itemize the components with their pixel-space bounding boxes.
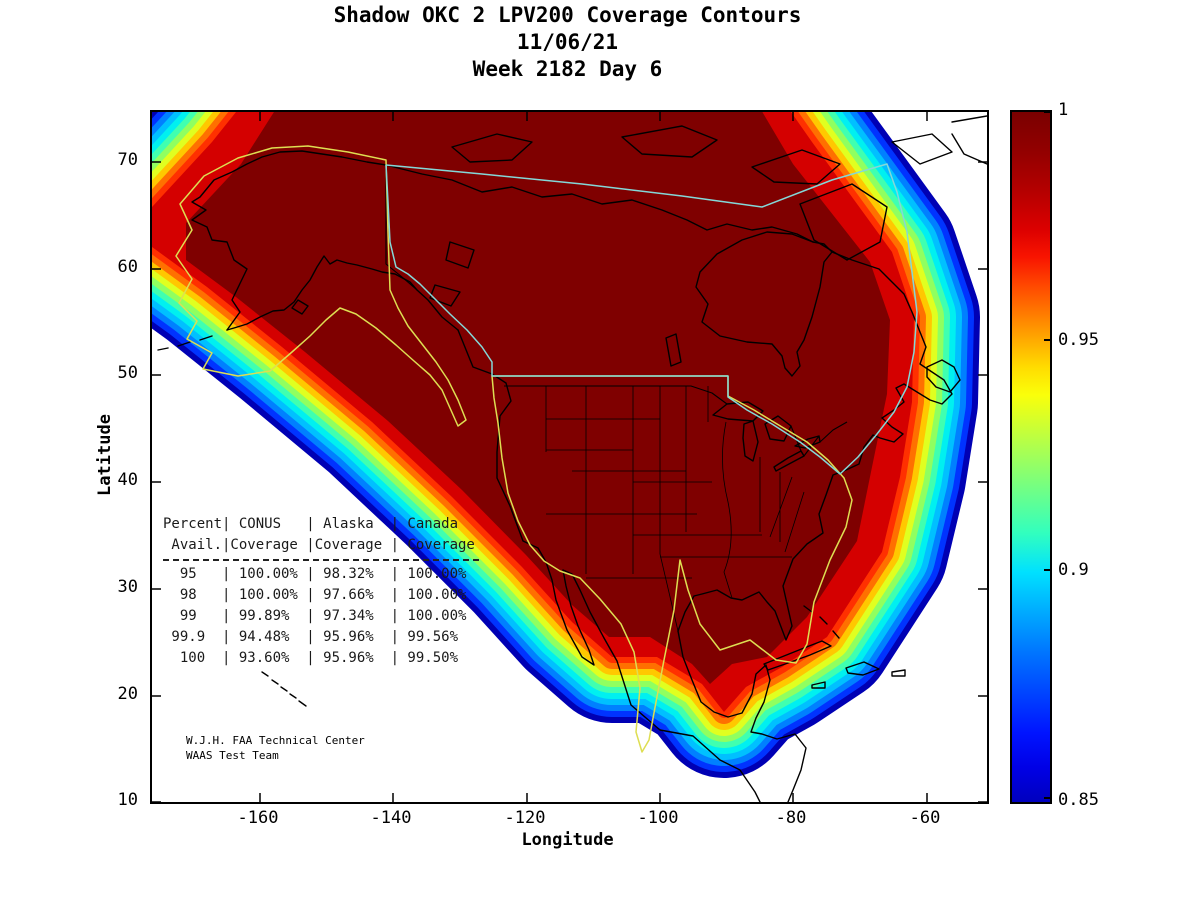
coverage-table: Percent| CONUS | Alaska | Canada Avail.|… bbox=[163, 514, 479, 669]
contour-maroon-core bbox=[186, 112, 890, 684]
coverage-table-rows: 95 | 100.00% | 98.32% | 100.00% 98 | 100… bbox=[171, 566, 467, 666]
us-canada-border-line bbox=[504, 385, 848, 457]
pacific-coastline bbox=[457, 329, 761, 802]
coastline-outlines bbox=[157, 115, 987, 802]
hawaii-islands bbox=[261, 671, 307, 707]
lake-michigan-outline bbox=[742, 420, 759, 462]
credit-text: W.J.H. FAA Technical Center WAAS Test Te… bbox=[186, 734, 365, 762]
hudson-bay-outline bbox=[695, 231, 833, 377]
arctic-islands-outline bbox=[451, 115, 987, 261]
y-tick-label-30: 30 bbox=[117, 577, 138, 597]
x-tick-label--120: -120 bbox=[504, 808, 546, 828]
puerto-rico-outline bbox=[891, 669, 906, 677]
colorbar-tick-label-0.95: 0.95 bbox=[1058, 330, 1099, 350]
coverage-table-separator bbox=[163, 559, 479, 561]
map-plot bbox=[150, 110, 989, 804]
conus-alaska-service-boundary bbox=[175, 145, 853, 753]
alaska-west-coastline bbox=[191, 150, 387, 331]
credit-block: W.J.H. FAA Technical Center WAAS Test Te… bbox=[186, 733, 365, 763]
figure-date: 11/06/21 bbox=[516, 30, 619, 54]
colorbar-tick-label-0.9: 0.9 bbox=[1058, 560, 1089, 580]
x-tick-label--80: -80 bbox=[775, 808, 807, 828]
x-tick-label--100: -100 bbox=[637, 808, 679, 828]
conus-service-boundary bbox=[491, 375, 853, 753]
y-axis-label: Latitude bbox=[95, 414, 115, 496]
colorbar-tick-mark bbox=[1044, 339, 1050, 341]
y-tick-label-60: 60 bbox=[117, 257, 138, 277]
newfoundland-outline bbox=[926, 359, 961, 393]
y-tick-label-10: 10 bbox=[117, 790, 138, 810]
gulf-yucatan-coastline bbox=[677, 630, 807, 802]
canada-service-boundary-path bbox=[385, 163, 918, 475]
state-border-lines bbox=[545, 386, 805, 632]
y-tick-label-40: 40 bbox=[117, 470, 138, 490]
great-bear-lake-outline bbox=[445, 241, 475, 269]
state-borders bbox=[504, 385, 848, 632]
colorbar-tick-label-1: 1 bbox=[1058, 100, 1069, 120]
x-tick-label--60: -60 bbox=[909, 808, 941, 828]
coverage-table-header: Percent| CONUS | Alaska | Canada Avail.|… bbox=[163, 516, 475, 553]
hispaniola-outline bbox=[845, 661, 880, 676]
y-tick-label-50: 50 bbox=[117, 363, 138, 383]
colorbar-tick-label-0.85: 0.85 bbox=[1058, 790, 1099, 810]
jamaica-outline bbox=[811, 681, 826, 689]
y-tick-label-70: 70 bbox=[117, 150, 138, 170]
colorbar-tick-mark bbox=[1044, 797, 1050, 799]
title-block: Shadow OKC 2 LPV200 Coverage Contours 11… bbox=[0, 2, 1135, 83]
lake-ontario-outline bbox=[794, 435, 821, 449]
alaska-service-boundary bbox=[175, 145, 467, 427]
alaska-canada-border-line bbox=[385, 164, 418, 291]
colorbar-tick-mark bbox=[1044, 111, 1050, 113]
coverage-contour-map bbox=[152, 112, 987, 802]
aleutian-islands bbox=[157, 299, 309, 351]
lake-winnipeg-outline bbox=[665, 333, 682, 367]
y-tick-label-20: 20 bbox=[117, 684, 138, 704]
colorbar bbox=[1010, 110, 1052, 804]
colorbar-tick-mark bbox=[1044, 569, 1050, 571]
x-tick-label--160: -160 bbox=[237, 808, 279, 828]
alaska-south-coastline bbox=[226, 255, 459, 331]
x-tick-label--140: -140 bbox=[370, 808, 412, 828]
arctic-coastline bbox=[385, 164, 814, 243]
atlantic-coastline bbox=[677, 251, 953, 641]
canada-service-boundary bbox=[385, 163, 918, 475]
cuba-outline bbox=[763, 640, 832, 671]
figure-week: Week 2182 Day 6 bbox=[472, 57, 663, 81]
bahamas-outline bbox=[803, 605, 840, 639]
figure-title: Shadow OKC 2 LPV200 Coverage Contours bbox=[333, 3, 802, 27]
axis-tick-marks bbox=[152, 112, 987, 802]
great-slave-lake-outline bbox=[429, 284, 461, 307]
x-axis-label: Longitude bbox=[521, 830, 614, 850]
